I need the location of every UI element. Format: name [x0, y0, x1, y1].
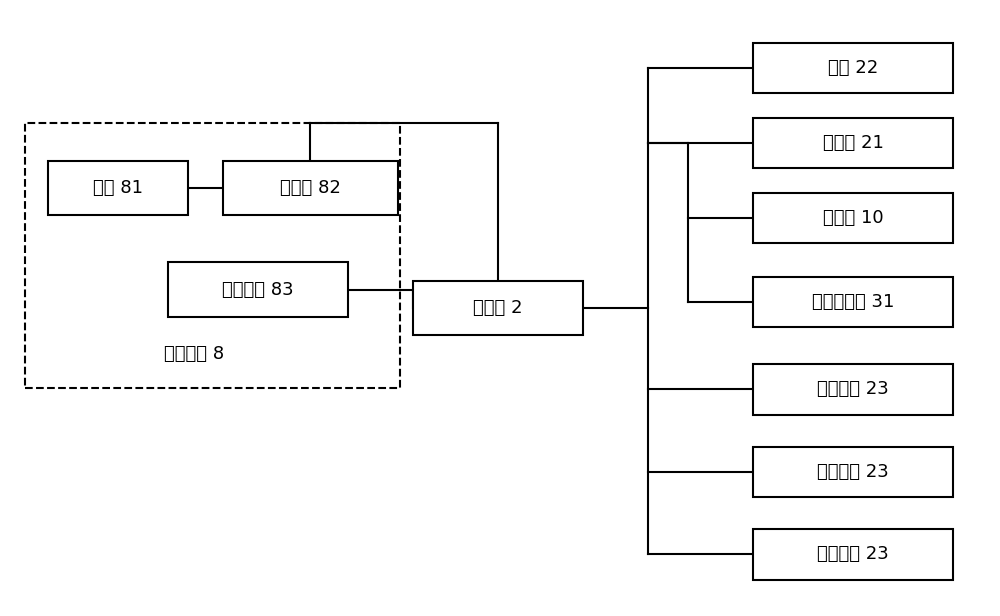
Bar: [753, 364, 953, 415]
Text: 存储器 10: 存储器 10: [823, 209, 883, 227]
Bar: [753, 118, 953, 168]
Bar: [168, 262, 348, 317]
Bar: [48, 161, 188, 215]
Bar: [753, 193, 953, 243]
Text: 拉力传感器 31: 拉力传感器 31: [812, 293, 894, 311]
Bar: [413, 281, 583, 335]
Bar: [753, 43, 953, 93]
Text: 控制按键 23: 控制按键 23: [817, 380, 889, 399]
Text: 显示屏 21: 显示屏 21: [823, 134, 883, 152]
Text: 控制按键 23: 控制按键 23: [817, 545, 889, 564]
Text: 控制器 2: 控制器 2: [473, 299, 523, 317]
Bar: [222, 161, 398, 215]
Text: 散热风扇 83: 散热风扇 83: [222, 280, 294, 299]
Bar: [753, 447, 953, 497]
Bar: [753, 529, 953, 580]
Text: 动力装置 8: 动力装置 8: [164, 345, 224, 363]
Bar: [753, 277, 953, 327]
Text: 电机 81: 电机 81: [93, 179, 143, 197]
Text: 喇叭 22: 喇叭 22: [828, 59, 878, 77]
Bar: [25, 123, 400, 388]
Text: 调速器 82: 调速器 82: [280, 179, 340, 197]
Text: 控制按键 23: 控制按键 23: [817, 463, 889, 481]
